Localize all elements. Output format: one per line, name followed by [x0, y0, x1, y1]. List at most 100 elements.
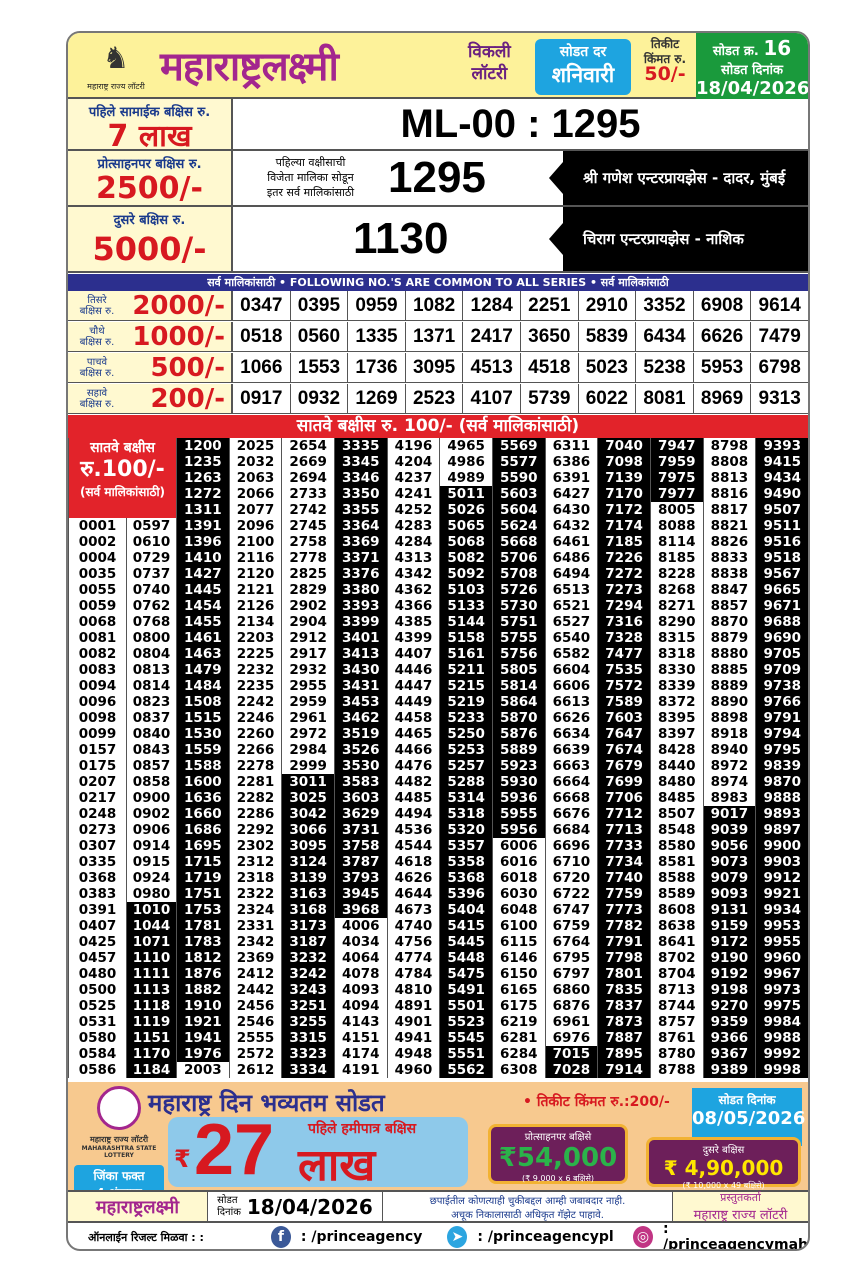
- promo-date-value: 08/05/2026: [692, 1108, 806, 1129]
- grid-number: 8088: [649, 518, 704, 534]
- winning-number: 1335: [348, 322, 406, 351]
- grid-number: 5590: [491, 470, 546, 486]
- grid-row: 0082 0804 1463 2225 2917 3413 4407 5161 5756 6582…: [68, 646, 808, 662]
- promo-second-note: (₹ 10,000 x 49 बक्षिसे): [682, 1181, 765, 1190]
- grid-number: 7791: [597, 934, 651, 950]
- grid-row: 0083 0813 1479 2232 2932 3430 4446 5211 5805 6604…: [68, 662, 808, 678]
- grid-number: 7837: [597, 998, 651, 1014]
- promo-second-amount: ₹ 4,90,000: [663, 1156, 784, 1180]
- winning-number: 3650: [521, 322, 579, 351]
- grid-row: 0457 1110 1812 2369 3232 4064 4774 5448 6146 6795…: [68, 950, 808, 966]
- prize-label: चौथे बक्षिस रु. 1000/-: [68, 322, 233, 352]
- grid-number: 1686: [176, 822, 230, 838]
- grid-number: 7294: [597, 598, 651, 614]
- grid-number: 9705: [755, 646, 808, 662]
- logo-caption: महाराष्ट्र राज्य लॉटरी: [87, 82, 145, 91]
- promo-logo-caption-en: MAHARASHTRA STATE LOTTERY: [81, 1145, 157, 1159]
- grid-number: 8857: [702, 598, 756, 614]
- grid-number: 1272: [176, 486, 230, 502]
- header: ♞ महाराष्ट्र राज्य लॉटरी महाराष्ट्रलक्ष्म…: [68, 33, 808, 99]
- grid-number: 2902: [281, 598, 335, 614]
- grid-number: 3042: [281, 806, 335, 822]
- grid-row: 0094 0814 1484 2235 2955 3431 4447 5215 5814 6606…: [68, 678, 808, 694]
- grid-number: 1427: [176, 566, 230, 582]
- grid-number: 5876: [491, 726, 546, 742]
- grid-number: 6747: [544, 902, 598, 918]
- draw-no: 16: [763, 36, 792, 60]
- grid-number: 6432: [544, 518, 598, 534]
- telegram-link[interactable]: : /princeagencypl: [477, 1229, 614, 1245]
- grid-number: 7959: [649, 454, 704, 470]
- grid-number: 7895: [597, 1046, 651, 1062]
- grid-number: 2456: [228, 998, 282, 1014]
- winning-number: 5238: [636, 353, 694, 382]
- grid-number: 9794: [755, 726, 808, 742]
- grid-number: 1461: [176, 630, 230, 646]
- grid-number: 5396: [439, 886, 493, 902]
- grid-number: 2281: [228, 774, 282, 790]
- grid-number: 4784: [386, 966, 440, 982]
- grid-number: 6281: [491, 1030, 546, 1046]
- first-prize-caption: पहिले सामाईक बक्षिस रु.: [88, 105, 211, 120]
- grid-number: 4644: [386, 886, 440, 902]
- draw-day-label: सोडत दर: [559, 44, 607, 60]
- winning-number: 0917: [233, 384, 291, 413]
- grid-number: 2302: [228, 838, 282, 854]
- facebook-link[interactable]: : /princeagency: [300, 1229, 423, 1245]
- grid-number: 7272: [597, 566, 651, 582]
- grid-number: 0980: [126, 886, 177, 902]
- grid-number: 2742: [281, 502, 335, 518]
- grid-number: 1111: [126, 966, 177, 982]
- grid-number: 8788: [649, 1062, 704, 1078]
- telegram-icon[interactable]: ➤: [447, 1226, 468, 1248]
- grid-number: 9766: [755, 694, 808, 710]
- grid-row: 0217 0900 1636 2282 3025 3603 4485 5314 5936 6668…: [68, 790, 808, 806]
- grid-number: 9516: [755, 534, 808, 550]
- grid-number: 6430: [544, 502, 598, 518]
- grid-number: 8548: [649, 822, 704, 838]
- grid-number: 3232: [281, 950, 335, 966]
- grid-number: 7172: [597, 502, 651, 518]
- grid-number: 1119: [126, 1014, 177, 1030]
- grid-number: 5523: [439, 1014, 493, 1030]
- grid-number: 1719: [176, 870, 230, 886]
- grid-number: 0307: [68, 838, 127, 854]
- grid-number: 2412: [228, 966, 282, 982]
- grid-number: 6048: [491, 902, 546, 918]
- winning-number: 2910: [579, 291, 637, 320]
- note-line: विजेता मालिका सोडून: [267, 171, 354, 184]
- grid-number: 5161: [439, 646, 493, 662]
- grid-number: 4756: [386, 934, 440, 950]
- grid-number: 9192: [702, 966, 756, 982]
- grid-number: 0175: [68, 758, 127, 774]
- grid-number: 4482: [386, 774, 440, 790]
- grid-number: 6720: [544, 870, 598, 886]
- grid-number: 9967: [755, 966, 808, 982]
- draw-no-label: सोडत क्र.: [712, 44, 759, 59]
- facebook-icon[interactable]: f: [270, 1226, 291, 1248]
- grid-number: 8780: [649, 1046, 704, 1062]
- grid-number: 7174: [597, 518, 651, 534]
- grid-number: 9975: [755, 998, 808, 1014]
- grid-number: 4362: [386, 582, 440, 598]
- grid-number: 3530: [333, 758, 388, 774]
- grid-number: 3945: [333, 886, 388, 902]
- instagram-icon[interactable]: ◎: [633, 1226, 654, 1248]
- grid-number: 4458: [386, 710, 440, 726]
- winning-number: 0932: [291, 384, 349, 413]
- instagram-link[interactable]: : /princeagencymah: [663, 1221, 808, 1251]
- grid-number: 3462: [333, 710, 388, 726]
- grid-number: 2100: [228, 534, 282, 550]
- grid-number: 1010: [126, 902, 177, 918]
- winning-number: 1553: [291, 353, 349, 382]
- grid-number: 2999: [281, 758, 335, 774]
- grid-number: 7887: [597, 1030, 651, 1046]
- winning-number: 9614: [758, 295, 801, 316]
- grid-number: 6604: [544, 662, 598, 678]
- grid-number: 2235: [228, 678, 282, 694]
- grid-number: 3787: [333, 854, 388, 870]
- grid-row: 0081 0800 1461 2203 2912 3401 4399 5158 5755 6540…: [68, 630, 808, 646]
- seal-icon: [97, 1086, 141, 1130]
- grid-number: 3355: [333, 502, 388, 518]
- grid-number: 2225: [228, 646, 282, 662]
